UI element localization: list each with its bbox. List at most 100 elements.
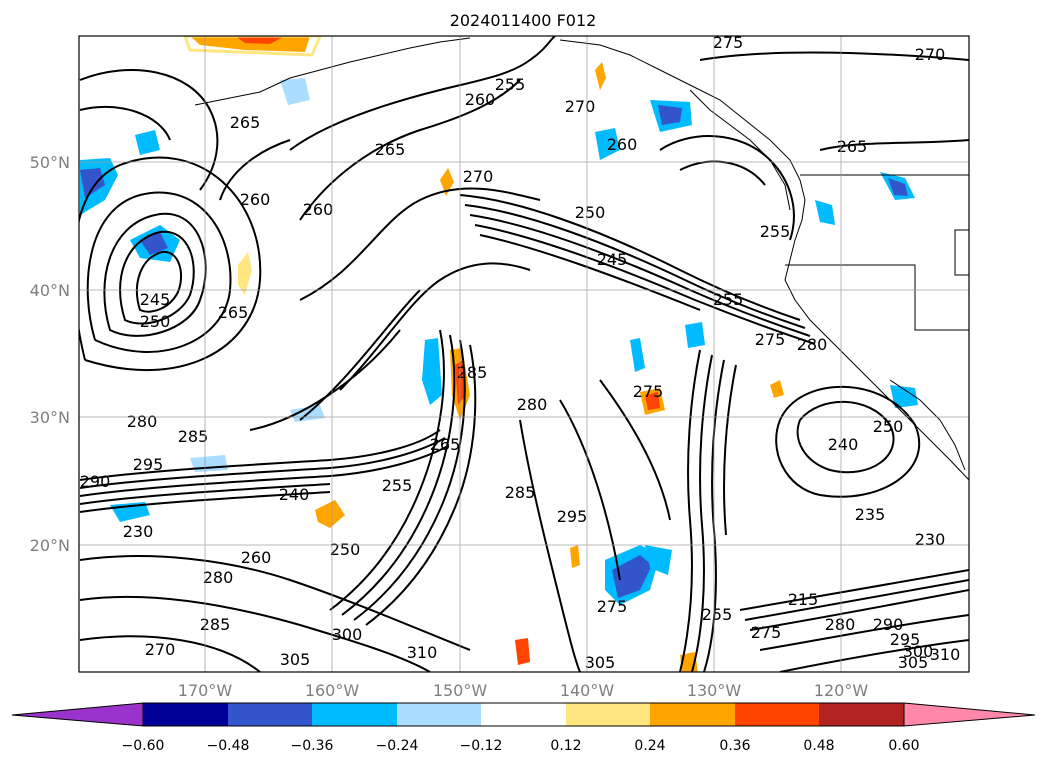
patch-yellow-17 [595,62,606,90]
contour-mid-1 [339,262,531,391]
lon-label-130: 130°W [687,681,742,700]
contour-label: 270 [565,97,596,116]
patch-orange-11 [315,500,345,528]
latitude-labels: 50°N 40°N 30°N 20°N [30,153,70,555]
contour-label: 275 [751,623,782,642]
contour-label: 275 [633,382,664,401]
colorbar-tick: 0.48 [803,738,834,754]
contour-label: 275 [597,597,628,616]
patch-yellow-2 [440,168,454,196]
patch-orange-13 [515,638,530,665]
contour-ne-2 [679,160,766,186]
colorbar-tick: 0.24 [634,738,665,754]
contour-trough-2 [341,334,456,616]
patch-yellow-top [183,36,322,57]
contour-central-4 [299,187,541,301]
contour-label: 215 [788,590,819,609]
patch-orange-top [190,36,310,52]
contour-label: 240 [279,485,310,504]
coastlines [194,37,969,481]
contour-low-ring-5 [79,156,262,371]
patch-blue-22 [685,322,705,348]
colorbar-tick: −0.24 [376,738,419,754]
contour-label: 310 [407,643,438,662]
longitude-labels: 170°W 160°W 150°W 140°W 130°W 120°W [178,681,869,700]
patch-darkblue-west [80,168,105,198]
contour-label: 280 [517,395,548,414]
patch-blue-16 [815,200,835,225]
patch-yellow-1 [238,252,252,295]
contour-label: 260 [241,548,272,567]
contour-jet-w-2 [79,437,446,489]
patch-yellow-18 [770,380,784,398]
contour-label: 265 [230,113,261,132]
contour-label: 255 [760,222,791,241]
contour-se-5 [779,639,969,672]
contour-jet-w-5 [79,491,331,513]
contour-east-low-2 [775,385,921,498]
contour-label: 270 [915,45,946,64]
contour-nw-arc-2 [79,105,171,141]
lat-label-50: 50°N [30,153,70,172]
contour-south-1 [79,555,471,651]
lon-label-160: 160°W [305,681,360,700]
patch-blue-15 [890,385,918,408]
lat-label-20: 20°N [30,536,70,555]
colorbar-segment [312,703,397,726]
colorbar-segment [650,703,735,726]
lat-label-30: 30°N [30,408,70,427]
contour-nw-arc-1 [79,69,219,191]
lon-label-150: 150°W [433,681,488,700]
contour-label: 265 [430,435,461,454]
contour-label: 265 [375,140,406,159]
contour-label: 295 [890,630,921,649]
contour-label: 230 [123,522,154,541]
contour-s-center-2 [559,399,621,581]
contour-labels: 275 270 265 255 260 270 265 260 270 260 … [80,36,961,672]
contour-label: 245 [140,290,171,309]
contour-central-1 [289,36,556,151]
patch-yellow-19 [570,545,580,568]
contour-label: 285 [200,615,231,634]
patch-blue-7 [630,338,645,372]
contour-jet-ne-3 [469,214,811,337]
colorbar-tick: 0.60 [888,738,919,754]
contour-low-ring-2 [119,230,195,325]
colorbar: −0.60 −0.48 −0.36 −0.24 −0.12 0.12 0.24 … [11,702,1036,754]
contour-south-2 [79,595,431,672]
contour-label: 270 [463,167,494,186]
contour-ne-4 [699,51,969,61]
contour-label: 260 [240,190,271,209]
contour-ne-1 [659,135,795,241]
colorbar-segment [481,703,566,726]
contour-label: 250 [575,203,606,222]
contour-label: 240 [828,435,859,454]
colorbar-segment [735,703,819,726]
contour-label: 300 [903,642,934,661]
contour-south-3 [79,635,261,672]
lon-label-170: 170°W [178,681,233,700]
colorbar-segment [819,703,904,726]
contour-label: 280 [797,335,828,354]
contour-label: 290 [873,615,904,634]
contour-label: 255 [495,75,526,94]
contour-se-4 [759,614,969,651]
contour-label: 295 [133,455,164,474]
contour-low-ring-1 [103,212,207,337]
contour-label: 260 [607,135,638,154]
contour-label: 290 [80,472,111,491]
state-border-3 [954,229,969,276]
contour-trough-4 [365,344,477,626]
patch-red-8 [645,392,660,410]
patch-blue-23 [280,78,310,105]
contour-label: 295 [557,507,588,526]
contour-label: 245 [597,250,628,269]
contour-label: 275 [755,330,786,349]
contour-ne-3 [819,139,969,151]
contour-trough-1 [329,329,445,611]
contour-mid-3 [249,329,401,431]
colorbar-extend-low [11,702,144,727]
contour-jet-ne-5 [479,234,701,311]
colorbar-tick: 0.12 [550,738,581,754]
contour-label: 255 [702,605,733,624]
